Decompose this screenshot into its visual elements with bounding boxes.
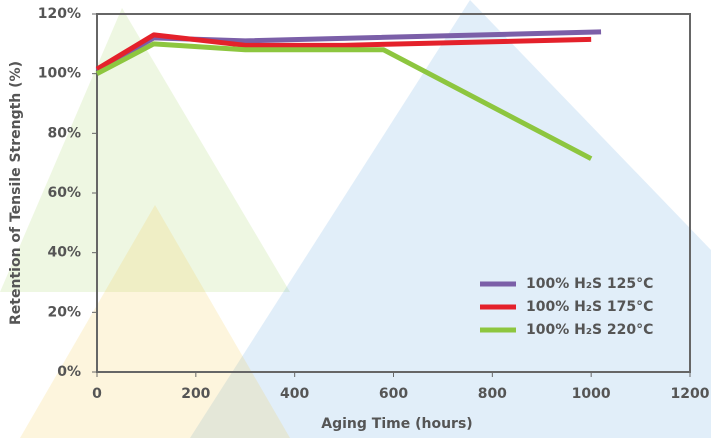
y-tick-label: 60%	[47, 185, 81, 201]
y-tick-label: 20%	[47, 304, 81, 320]
x-tick-label: 1000	[572, 386, 611, 402]
x-tick-label: 1200	[671, 386, 710, 402]
x-tick-label: 0	[92, 386, 102, 402]
legend-label: 100% H₂S 220°C	[526, 322, 653, 338]
y-tick-label: 40%	[47, 245, 81, 261]
x-tick-label: 400	[280, 386, 309, 402]
legend-label: 100% H₂S 175°C	[526, 299, 653, 315]
x-tick-label: 600	[379, 386, 408, 402]
y-tick-label: 120%	[38, 6, 81, 22]
y-tick-label: 0%	[57, 364, 81, 380]
legend-label: 100% H₂S 125°C	[526, 276, 653, 292]
x-tick-label: 800	[478, 386, 507, 402]
x-axis-label: Aging Time (hours)	[321, 416, 472, 432]
y-tick-label: 80%	[47, 125, 81, 141]
chart: Aging Time (hours) Retention of Tensile …	[0, 0, 711, 438]
y-tick-label: 100%	[38, 66, 81, 82]
x-tick-label: 200	[181, 386, 210, 402]
page: {"chart_data": {"type": "line", "x_label…	[0, 0, 711, 438]
y-axis-label: Retention of Tensile Strength (%)	[8, 61, 24, 325]
